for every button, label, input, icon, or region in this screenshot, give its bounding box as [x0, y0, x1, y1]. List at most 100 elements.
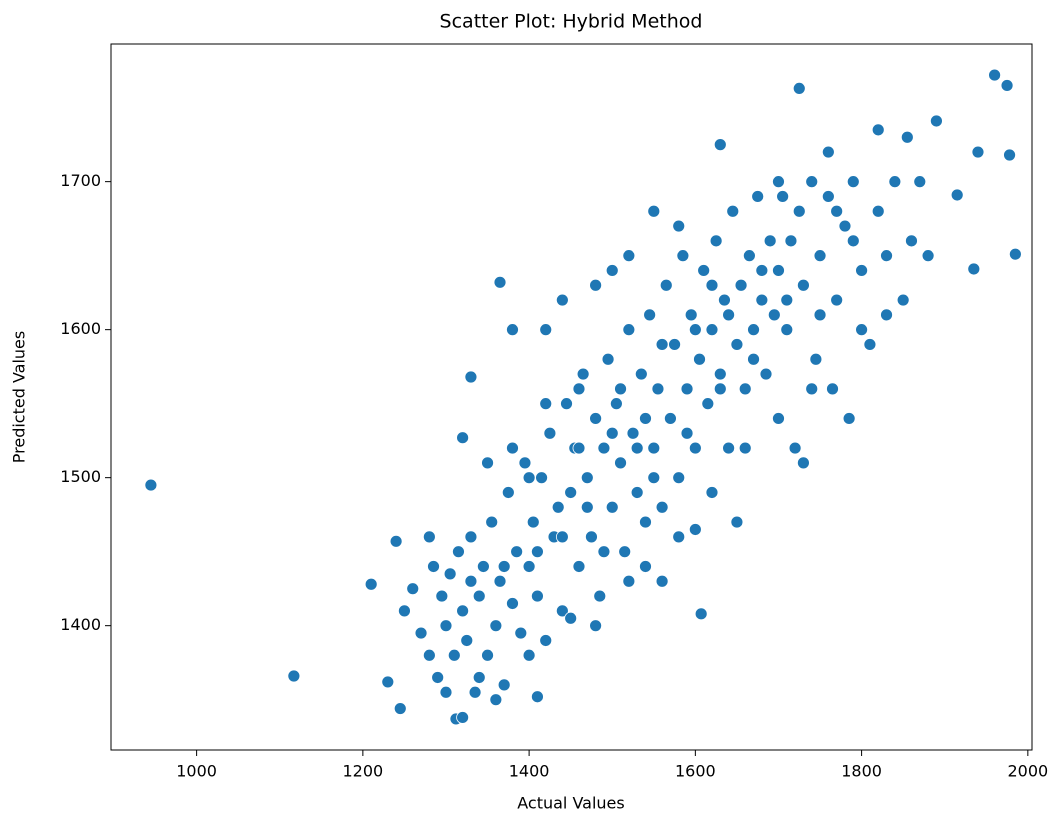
point [489, 619, 503, 633]
point [601, 352, 615, 366]
point [526, 515, 540, 529]
point [531, 589, 544, 603]
point [722, 308, 736, 322]
point [792, 204, 806, 218]
point [738, 382, 752, 396]
point [647, 471, 661, 485]
point [510, 545, 524, 559]
point [780, 323, 794, 337]
point [655, 338, 669, 351]
point [364, 577, 378, 591]
point [780, 293, 794, 307]
x-tick-label: 1600 [675, 762, 716, 781]
point [664, 412, 677, 425]
point [846, 234, 860, 248]
point [813, 308, 827, 322]
point [572, 560, 586, 573]
point [772, 264, 785, 277]
point [618, 545, 632, 559]
point [767, 308, 781, 322]
point [1003, 148, 1016, 162]
point [580, 471, 594, 485]
x-tick-label: 1400 [509, 762, 550, 781]
x-axis-label: Actual Values [517, 794, 624, 813]
point [589, 412, 603, 425]
point [705, 323, 719, 337]
x-tick-label: 2000 [1007, 762, 1048, 781]
point [585, 530, 598, 544]
point [431, 671, 445, 684]
y-tick-label: 1400 [60, 615, 101, 634]
point [622, 574, 636, 588]
point [705, 278, 719, 292]
point [472, 671, 486, 684]
y-tick-label: 1500 [60, 467, 101, 486]
x-tick-label: 1800 [841, 762, 882, 781]
point [464, 574, 478, 588]
point [988, 68, 1001, 82]
point [913, 175, 927, 189]
point [755, 264, 769, 277]
point [855, 264, 868, 277]
point [539, 634, 553, 647]
point [468, 685, 482, 699]
point [443, 567, 457, 581]
point [900, 130, 914, 144]
point [784, 234, 798, 248]
point [830, 204, 844, 218]
point [655, 574, 669, 588]
point [456, 431, 470, 445]
point [539, 397, 553, 411]
point [738, 441, 752, 455]
point [651, 382, 665, 396]
point [676, 249, 690, 263]
point [680, 426, 694, 440]
point [398, 604, 411, 618]
point [718, 293, 731, 307]
point [639, 560, 652, 573]
point [643, 308, 657, 322]
point [842, 412, 856, 425]
point [846, 175, 860, 189]
point [464, 370, 478, 384]
point [688, 523, 702, 536]
point [668, 338, 681, 351]
point [531, 545, 544, 559]
point [655, 500, 669, 514]
point [481, 456, 494, 470]
point [589, 619, 603, 633]
point [672, 530, 686, 544]
point [622, 323, 636, 337]
y-tick-label: 1600 [60, 319, 101, 338]
point [967, 262, 981, 276]
point [755, 293, 769, 307]
point [597, 441, 611, 455]
point [456, 604, 470, 618]
point [506, 597, 519, 610]
point [1000, 79, 1014, 92]
point [435, 589, 449, 603]
point [497, 678, 511, 692]
point [493, 574, 507, 588]
point [730, 515, 744, 529]
point [830, 293, 844, 307]
point [647, 204, 661, 218]
point [797, 456, 810, 470]
point [518, 456, 532, 470]
point [792, 82, 806, 95]
point [514, 626, 528, 640]
point [693, 352, 706, 366]
point [880, 249, 893, 263]
point [572, 382, 586, 396]
point [605, 500, 619, 514]
point [439, 619, 453, 633]
chart-title: Scatter Plot: Hybrid Method [440, 11, 703, 33]
point [144, 478, 158, 492]
point [672, 471, 686, 485]
point [422, 648, 436, 662]
point [489, 693, 503, 707]
point [626, 426, 640, 440]
point [805, 175, 819, 189]
point [481, 648, 494, 662]
